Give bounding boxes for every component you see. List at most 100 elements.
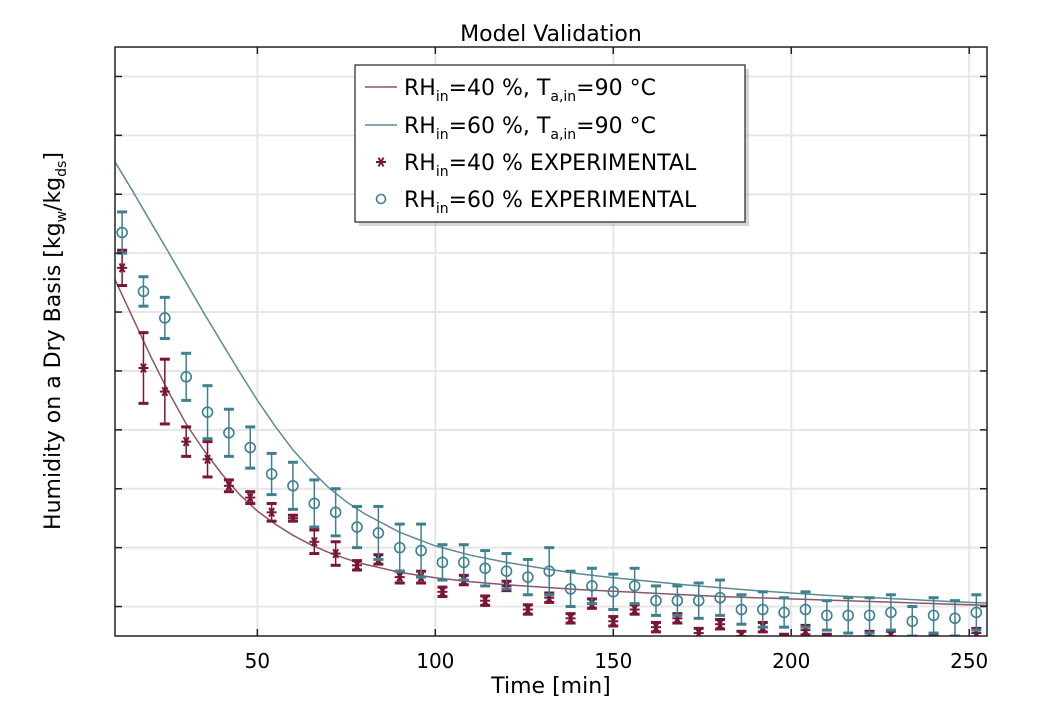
error-bar-3-14 — [416, 522, 427, 579]
point-3-21 — [564, 583, 577, 595]
y-axis-label-end: ] — [41, 152, 66, 161]
point-3-32 — [799, 603, 812, 616]
error-bar-3-13 — [394, 522, 405, 573]
error-bar-3-16 — [458, 543, 469, 582]
legend-entry-1: RHin=60 %, Ta,in=90 °C — [365, 114, 656, 143]
error-bar-3-33 — [821, 599, 832, 632]
point-2-29 — [736, 631, 747, 636]
model-line-1 — [115, 161, 987, 604]
error-bar-3-17 — [480, 549, 491, 588]
point-2-25 — [650, 622, 661, 632]
point-3-34 — [842, 609, 854, 622]
x-tick-label-50: 50 — [245, 649, 270, 673]
point-2-37 — [907, 638, 917, 647]
point-3-37 — [906, 615, 919, 628]
error-bar-3-11 — [352, 504, 363, 550]
point-2-7 — [266, 507, 277, 518]
error-bar-3-37 — [907, 605, 918, 636]
point-2-24 — [629, 604, 640, 615]
point-3-29 — [735, 603, 748, 616]
chart-title: Model Validation — [460, 22, 642, 47]
point-3-18 — [500, 565, 513, 578]
legend-label-1: RHin=60 %, Ta,in=90 °C — [404, 114, 656, 143]
error-bar-3-28 — [715, 578, 726, 617]
point-2-17 — [480, 595, 491, 606]
point-3-38 — [927, 609, 940, 622]
legend-entry-2: RHin=40 % EXPERIMENTAL — [376, 151, 697, 180]
point-2-10 — [330, 548, 341, 559]
point-3-20 — [543, 565, 556, 578]
legend-box — [354, 64, 746, 223]
point-2-4 — [202, 454, 213, 465]
legend-label-3: RHin=60 % EXPERIMENTAL — [404, 188, 697, 217]
point-2-15 — [437, 586, 448, 597]
error-bar-3-21 — [565, 569, 576, 609]
point-3-30 — [756, 603, 769, 616]
error-bar-3-22 — [586, 566, 597, 606]
plot-area-frame — [114, 46, 988, 637]
point-2-8 — [287, 513, 298, 524]
error-bar-3-9 — [309, 478, 320, 529]
error-bar-3-10 — [330, 487, 341, 538]
error-bar-3-8 — [287, 460, 298, 511]
point-2-39 — [950, 641, 960, 650]
point-3-2 — [159, 312, 171, 324]
point-3-6 — [244, 441, 257, 454]
point-2-21 — [565, 613, 576, 624]
point-3-16 — [457, 556, 470, 569]
x-tick-label-250: 250 — [950, 649, 988, 673]
point-2-34 — [843, 638, 853, 647]
error-bar-3-0 — [117, 210, 128, 255]
point-2-6 — [245, 492, 256, 503]
point-2-36 — [885, 631, 896, 636]
model-line-0 — [115, 279, 987, 607]
legend-star-swatch-2 — [376, 157, 386, 167]
point-3-33 — [821, 609, 833, 622]
error-bar-3-19 — [522, 557, 533, 597]
legend: RHin=40 %, Ta,in=90 °C RHin=60 %, Ta,in=9… — [354, 64, 749, 226]
error-bar-3-3 — [181, 351, 192, 402]
point-3-8 — [287, 480, 299, 492]
point-2-11 — [352, 560, 363, 571]
point-2-1 — [138, 363, 149, 373]
point-3-28 — [714, 591, 726, 604]
point-3-24 — [628, 580, 641, 592]
point-3-11 — [351, 521, 363, 533]
point-2-28 — [715, 619, 726, 630]
x-axis-label: Time [min] — [490, 674, 611, 699]
error-bar-3-34 — [843, 596, 854, 635]
point-3-3 — [180, 371, 192, 383]
x-tick-label-100: 100 — [416, 649, 454, 673]
error-bar-3-40 — [971, 593, 982, 632]
error-bar-3-39 — [949, 599, 960, 636]
y-axis-label-mid: /kg — [41, 177, 66, 211]
error-bar-3-35 — [864, 596, 875, 635]
point-3-1 — [137, 285, 150, 298]
point-3-19 — [522, 571, 534, 583]
error-bar-3-31 — [779, 596, 790, 629]
point-3-17 — [479, 562, 491, 575]
series-layer — [115, 161, 987, 650]
point-3-7 — [265, 468, 278, 480]
error-bar-3-27 — [693, 581, 704, 620]
point-3-25 — [650, 594, 662, 607]
point-3-39 — [949, 612, 961, 625]
point-3-35 — [863, 609, 876, 622]
error-bar-3-20 — [544, 546, 555, 597]
error-bar-3-36 — [885, 593, 896, 632]
point-2-0 — [117, 263, 128, 273]
error-bar-2-34 — [843, 635, 854, 636]
error-bar-3-24 — [629, 566, 640, 606]
point-2-2 — [159, 386, 170, 397]
point-3-31 — [778, 606, 790, 619]
point-3-10 — [329, 506, 342, 519]
point-3-4 — [201, 406, 214, 418]
error-bar-3-2 — [159, 295, 170, 341]
y-axis-label-sub-ds: ds — [54, 161, 70, 177]
error-bar-3-1 — [138, 275, 149, 308]
point-3-12 — [372, 527, 385, 539]
experimental-series-3 — [116, 210, 983, 636]
error-bar-2-37 — [907, 635, 918, 636]
point-3-22 — [586, 580, 598, 592]
legend-entry-3: RHin=60 % EXPERIMENTAL — [375, 188, 697, 217]
